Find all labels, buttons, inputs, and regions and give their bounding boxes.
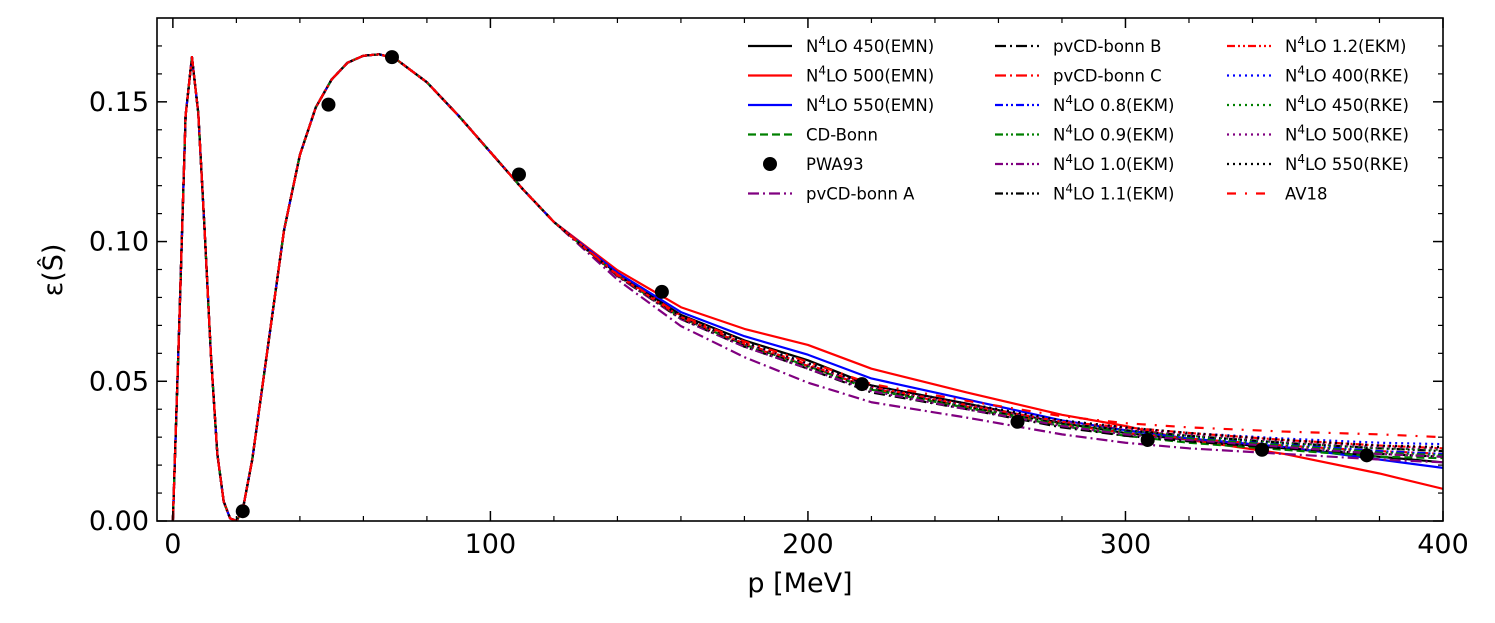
legend-item-16: N4LO 550(RKE) bbox=[1227, 152, 1409, 174]
legend-label: AV18 bbox=[1285, 185, 1328, 204]
x-tick-label: 0 bbox=[164, 529, 181, 560]
legend-item-6: pvCD-bonn B bbox=[995, 37, 1161, 56]
series-line-14 bbox=[171, 53, 1443, 521]
pwa93-point-5 bbox=[854, 377, 869, 392]
legend-label: N4LO 550(EMN) bbox=[806, 93, 934, 115]
legend-label: N4LO 550(RKE) bbox=[1285, 152, 1409, 174]
legend-label: pvCD-bonn A bbox=[806, 185, 915, 204]
pwa93-point-6 bbox=[1010, 414, 1025, 429]
legend-item-8: N4LO 0.8(EKM) bbox=[995, 93, 1174, 115]
legend-label: N4LO 0.9(EKM) bbox=[1053, 123, 1174, 145]
legend-item-14: N4LO 450(RKE) bbox=[1227, 93, 1409, 115]
pwa93-point-9 bbox=[1359, 448, 1374, 463]
legend-label: PWA93 bbox=[806, 155, 864, 174]
legend-label: pvCD-bonn C bbox=[1053, 67, 1162, 86]
pwa93-point-8 bbox=[1255, 442, 1270, 457]
legend-item-15: N4LO 500(RKE) bbox=[1227, 123, 1409, 145]
pwa93-point-2 bbox=[384, 50, 399, 65]
legend-marker bbox=[763, 157, 777, 171]
x-tick-label: 100 bbox=[465, 529, 517, 560]
series-line-12 bbox=[171, 53, 1443, 521]
legend-item-10: N4LO 1.0(EKM) bbox=[995, 152, 1174, 174]
legend-label: N4LO 500(EMN) bbox=[806, 64, 934, 86]
pwa93-point-0 bbox=[235, 504, 250, 519]
legend-item-17: AV18 bbox=[1227, 185, 1328, 204]
legend-label: N4LO 400(RKE) bbox=[1285, 64, 1409, 86]
legend-item-2: N4LO 550(EMN) bbox=[748, 93, 934, 115]
pwa93-point-4 bbox=[654, 284, 669, 299]
legend-item-12: N4LO 1.2(EKM) bbox=[1227, 34, 1406, 56]
legend-label: N4LO 0.8(EKM) bbox=[1053, 93, 1174, 115]
legend-item-5: pvCD-bonn A bbox=[748, 185, 915, 204]
plot-area bbox=[171, 50, 1443, 521]
legend-label: N4LO 450(RKE) bbox=[1285, 93, 1409, 115]
pwa93-point-7 bbox=[1140, 432, 1155, 447]
x-tick-label: 400 bbox=[1417, 529, 1469, 560]
legend-item-0: N4LO 450(EMN) bbox=[748, 34, 934, 56]
legend: N4LO 450(EMN) N4LO 500(EMN) N4LO 550(EMN) C… bbox=[748, 34, 1409, 204]
y-tick-label: 0.00 bbox=[89, 506, 149, 537]
legend-item-7: pvCD-bonn C bbox=[995, 67, 1162, 86]
legend-label: N4LO 500(RKE) bbox=[1285, 123, 1409, 145]
y-axis-label: ε(Ŝ) bbox=[37, 244, 69, 297]
legend-label: N4LO 1.2(EKM) bbox=[1285, 34, 1406, 56]
legend-item-13: N4LO 400(RKE) bbox=[1227, 64, 1409, 86]
legend-label: N4LO 1.1(EKM) bbox=[1053, 182, 1174, 204]
pwa93-point-1 bbox=[321, 97, 336, 112]
y-tick-label: 0.15 bbox=[89, 87, 149, 118]
x-tick-label: 300 bbox=[1100, 529, 1152, 560]
y-tick-label: 0.05 bbox=[89, 366, 149, 397]
legend-item-4: PWA93 bbox=[763, 155, 864, 174]
legend-label: pvCD-bonn B bbox=[1053, 37, 1161, 56]
legend-label: N4LO 1.0(EKM) bbox=[1053, 152, 1174, 174]
legend-label: CD-Bonn bbox=[806, 126, 878, 145]
x-tick-label: 200 bbox=[782, 529, 834, 560]
legend-item-1: N4LO 500(EMN) bbox=[748, 64, 934, 86]
pwa93-point-3 bbox=[511, 167, 526, 182]
legend-label: N4LO 450(EMN) bbox=[806, 34, 934, 56]
x-axis-label: p [MeV] bbox=[747, 568, 852, 599]
legend-item-11: N4LO 1.1(EKM) bbox=[995, 182, 1174, 204]
legend-item-3: CD-Bonn bbox=[748, 126, 878, 145]
y-tick-label: 0.10 bbox=[89, 227, 149, 258]
axis-ticks: 0 100 200 300 400 0.00 0.05 0.10 0.15 bbox=[89, 18, 1469, 560]
legend-item-9: N4LO 0.9(EKM) bbox=[995, 123, 1174, 145]
